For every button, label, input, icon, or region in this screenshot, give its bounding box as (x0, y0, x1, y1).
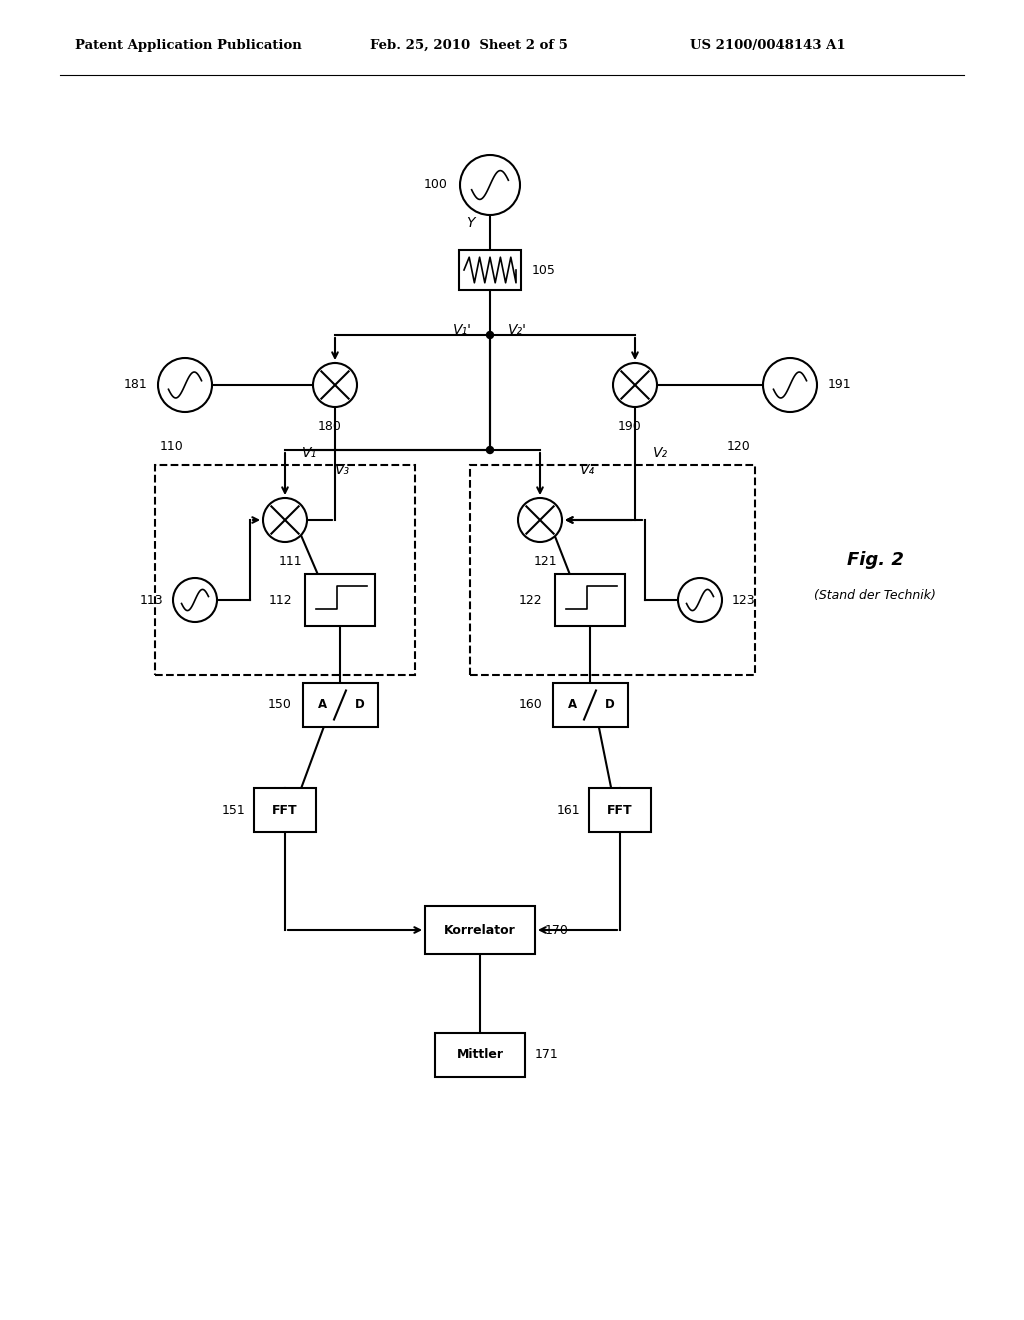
Text: 110: 110 (160, 440, 183, 453)
Text: 100: 100 (424, 178, 449, 191)
Text: 180: 180 (318, 420, 342, 433)
Text: 151: 151 (221, 804, 245, 817)
Text: Patent Application Publication: Patent Application Publication (75, 38, 302, 51)
Text: 120: 120 (726, 440, 750, 453)
Text: 111: 111 (279, 554, 302, 568)
Text: 105: 105 (532, 264, 556, 276)
Text: V₂': V₂' (508, 323, 527, 337)
Bar (305, 574, 375, 626)
Bar (435, 1034, 525, 1077)
Text: Fig. 2: Fig. 2 (847, 550, 903, 569)
Circle shape (678, 578, 722, 622)
Circle shape (263, 498, 307, 543)
Text: Korrelator: Korrelator (444, 924, 516, 936)
Circle shape (486, 331, 494, 338)
Text: 191: 191 (828, 379, 852, 392)
Text: V₄: V₄ (580, 463, 595, 477)
Bar (254, 788, 316, 832)
Circle shape (313, 363, 357, 407)
Text: A: A (567, 697, 577, 710)
Circle shape (486, 446, 494, 454)
Text: FFT: FFT (272, 804, 298, 817)
Bar (155, 465, 415, 675)
Text: V₃: V₃ (335, 463, 350, 477)
Circle shape (173, 578, 217, 622)
Bar (302, 682, 378, 727)
Text: Feb. 25, 2010  Sheet 2 of 5: Feb. 25, 2010 Sheet 2 of 5 (370, 38, 568, 51)
Text: 112: 112 (268, 594, 292, 606)
Bar (555, 574, 625, 626)
Circle shape (763, 358, 817, 412)
Text: 161: 161 (556, 804, 580, 817)
Text: 121: 121 (534, 554, 557, 568)
Text: 150: 150 (268, 698, 292, 711)
Circle shape (460, 154, 520, 215)
Text: 113: 113 (139, 594, 163, 606)
Bar (459, 249, 521, 290)
Bar (589, 788, 651, 832)
Text: 171: 171 (535, 1048, 559, 1061)
Bar (425, 906, 535, 954)
Text: A: A (317, 697, 327, 710)
Text: (Stand der Technik): (Stand der Technik) (814, 589, 936, 602)
Text: D: D (605, 697, 614, 710)
Bar (553, 682, 628, 727)
Circle shape (518, 498, 562, 543)
Circle shape (613, 363, 657, 407)
Text: 181: 181 (123, 379, 147, 392)
Text: 190: 190 (618, 420, 642, 433)
Text: 170: 170 (545, 924, 569, 936)
Circle shape (158, 358, 212, 412)
Text: FFT: FFT (607, 804, 633, 817)
Text: D: D (355, 697, 365, 710)
Text: 123: 123 (732, 594, 756, 606)
Text: Mittler: Mittler (457, 1048, 504, 1061)
Text: V₂: V₂ (653, 446, 668, 459)
Text: 160: 160 (518, 698, 542, 711)
Text: US 2100/0048143 A1: US 2100/0048143 A1 (690, 38, 846, 51)
Text: 122: 122 (518, 594, 542, 606)
Text: V₁': V₁' (453, 323, 472, 337)
Text: Y: Y (467, 216, 475, 230)
Bar (470, 465, 755, 675)
Text: V₁: V₁ (302, 446, 317, 459)
